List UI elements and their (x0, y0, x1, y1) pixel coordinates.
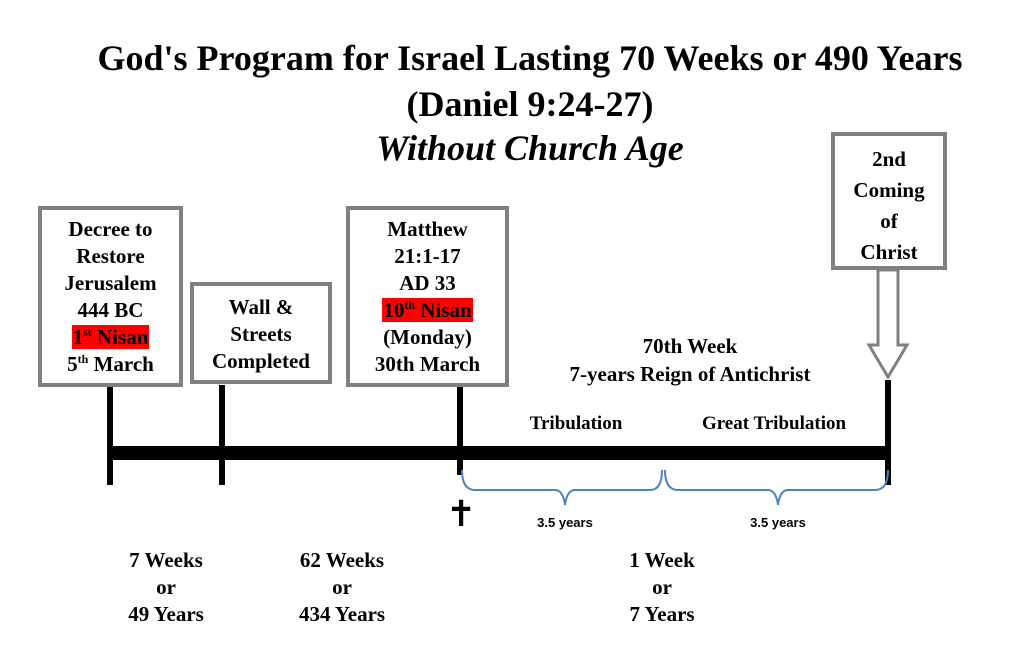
tick-matthew (457, 385, 463, 475)
tick-wall (219, 385, 225, 485)
arrow-second-coming (866, 268, 910, 380)
decree-line-1: Decree to (68, 217, 153, 241)
week70-line-2: 7-years Reign of Antichrist (569, 362, 811, 386)
period-1-line-1: 7 Weeks (129, 548, 203, 572)
decree-line-3: Jerusalem (64, 271, 157, 295)
timeline-bar (108, 446, 890, 460)
cross-icon: ✝ (446, 494, 477, 535)
tick-decree (107, 385, 113, 485)
great-tribulation-label: Great Tribulation (701, 413, 847, 434)
half-week-2-label: 3.5 years (750, 515, 806, 530)
period-1: 7 Weeks or 49 Years (86, 547, 246, 628)
period-2-line-1: 62 Weeks (299, 548, 385, 572)
tick-coming (885, 380, 891, 485)
matthew-line-3: AD 33 (399, 271, 456, 295)
title-line-1: God's Program for Israel Lasting 70 Week… (97, 38, 963, 78)
half-week-1-label: 3.5 years (537, 515, 593, 530)
coming-line-2: Coming (853, 178, 925, 202)
period-3-line-1: 1 Week (629, 548, 695, 572)
matthew-nisan-text: Nisan (415, 298, 472, 322)
period-1-line-3: 49 Years (128, 602, 204, 626)
period-3-line-3: 7 Years (629, 602, 695, 626)
period-1-line-2: or (156, 575, 176, 599)
coming-line-1: 2nd (872, 147, 906, 171)
period-3-line-2: or (652, 575, 672, 599)
brace-second-half (664, 469, 889, 506)
wall-line-2: Streets (230, 322, 292, 346)
decree-nisan-num: 1 (72, 325, 84, 349)
period-2: 62 Weeks or 434 Years (262, 547, 422, 628)
box-wall: Wall & Streets Completed (190, 282, 332, 384)
decree-line-4: 444 BC (77, 298, 144, 322)
period-2-line-3: 434 Years (298, 602, 386, 626)
decree-march-text: March (88, 352, 154, 376)
decree-march-sup: th (77, 352, 89, 366)
tribulation-label: Tribulation (529, 413, 623, 434)
title-line-3: Without Church Age (376, 128, 684, 168)
decree-line-6: 5th March (42, 351, 179, 378)
box-second-coming: 2nd Coming of Christ (831, 132, 947, 270)
decree-march-num: 5 (67, 352, 78, 376)
coming-line-3: of (880, 209, 898, 233)
period-3: 1 Week or 7 Years (582, 547, 742, 628)
box-matthew: Matthew 21:1-17 AD 33 10th Nisan (Monday… (346, 206, 509, 387)
matthew-nisan-sup: th (404, 298, 416, 312)
matthew-line-5: (Monday) (383, 325, 472, 349)
week70-label: 70th Week 7-years Reign of Antichrist (520, 332, 860, 388)
matthew-line-6: 30th March (374, 352, 481, 376)
decree-nisan-text: Nisan (91, 325, 149, 349)
coming-line-4: Christ (860, 240, 918, 264)
matthew-line-1: Matthew (387, 217, 468, 241)
title-line-2: (Daniel 9:24-27) (406, 84, 654, 124)
week70-line-1: 70th Week (642, 334, 738, 358)
decree-line-5: 1st Nisan (42, 324, 179, 351)
decree-nisan-sup: st (83, 325, 92, 339)
box-decree: Decree to Restore Jerusalem 444 BC 1st N… (38, 206, 183, 387)
wall-line-3: Completed (212, 349, 310, 373)
matthew-line-2: 21:1-17 (394, 244, 461, 268)
matthew-nisan-num: 10 (383, 298, 405, 322)
brace-first-half (461, 469, 663, 506)
wall-line-1: Wall & (228, 295, 294, 319)
decree-line-2: Restore (76, 244, 145, 268)
matthew-line-4: 10th Nisan (350, 297, 505, 324)
period-2-line-2: or (332, 575, 352, 599)
